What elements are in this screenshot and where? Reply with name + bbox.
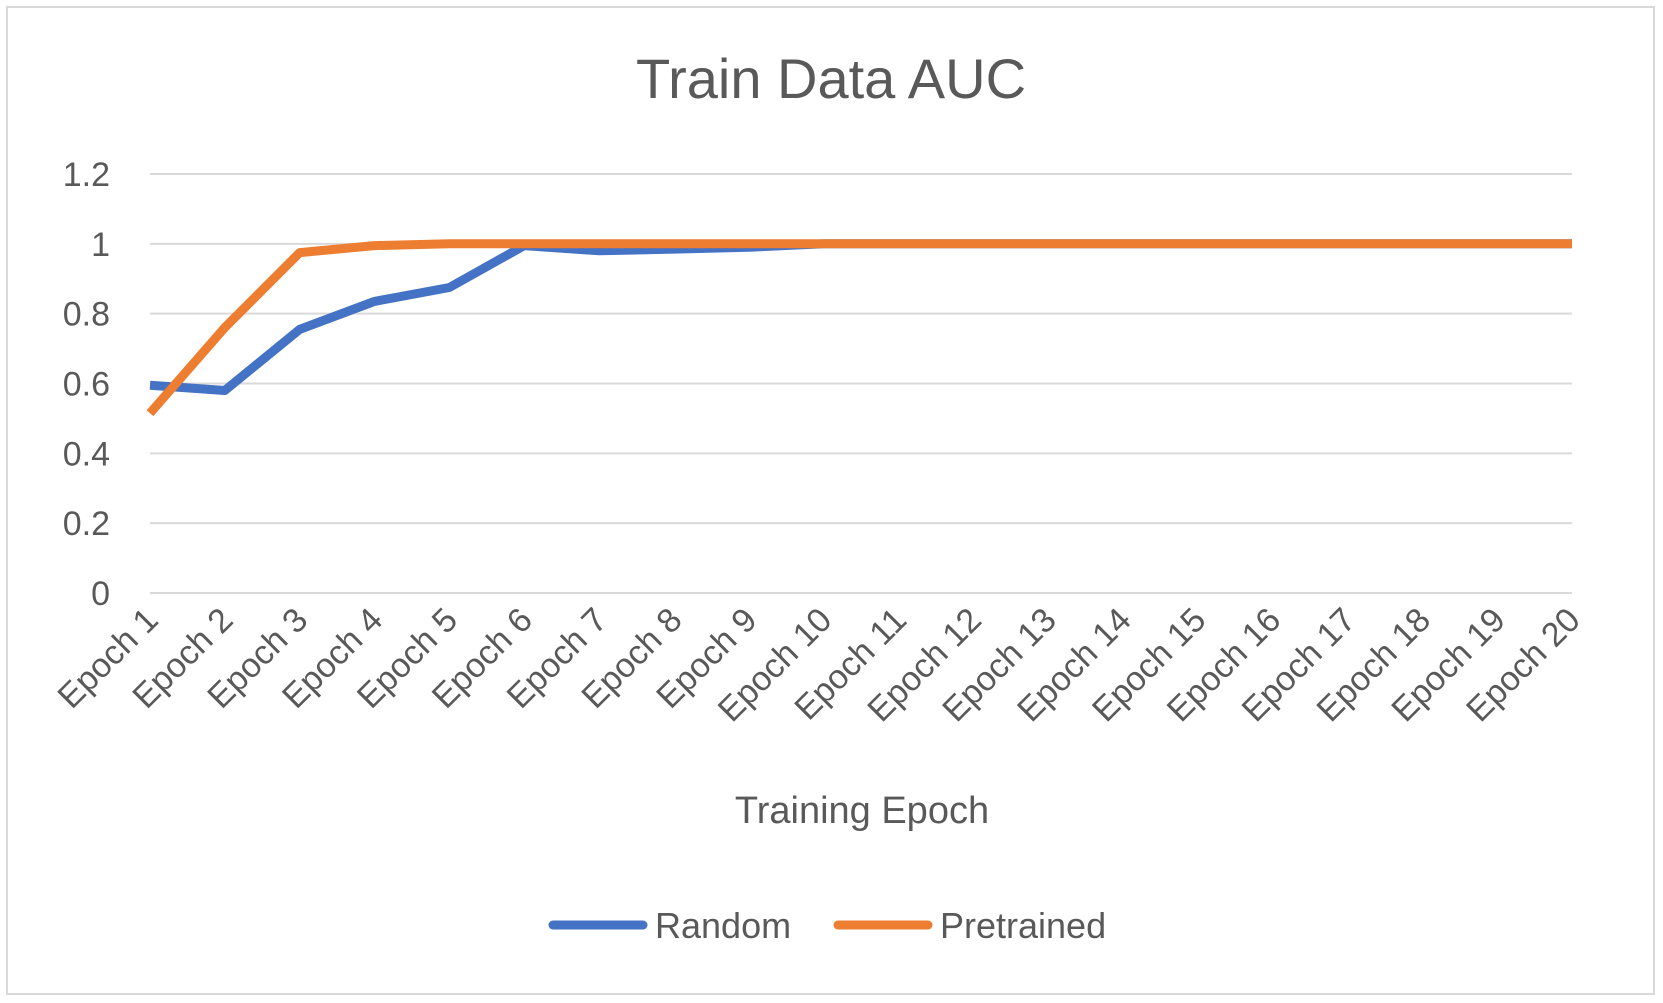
legend: Random Pretrained <box>548 905 1106 946</box>
y-tick-label: 1.2 <box>63 156 110 194</box>
series-line-random <box>149 239 1572 395</box>
legend-label: Random <box>655 905 791 946</box>
y-axis-tick-labels: 0 0.2 0.4 0.6 0.8 1 1.2 <box>63 156 110 613</box>
chart-title: Train Data AUC <box>636 47 1026 110</box>
legend-label: Pretrained <box>940 905 1106 946</box>
y-tick-label: 0.8 <box>63 296 110 334</box>
y-tick-label: 0.2 <box>63 505 110 543</box>
series-line-pretrained <box>146 239 1572 417</box>
y-tick-label: 0.4 <box>63 435 110 473</box>
y-tick-label: 0.6 <box>63 366 110 404</box>
chart-frame <box>6 6 1655 995</box>
y-tick-label: 1 <box>91 226 110 264</box>
series-lines <box>146 239 1572 417</box>
x-axis-title: Training Epoch <box>735 790 989 832</box>
y-tick-label: 0 <box>91 575 110 613</box>
gridlines <box>150 173 1572 594</box>
